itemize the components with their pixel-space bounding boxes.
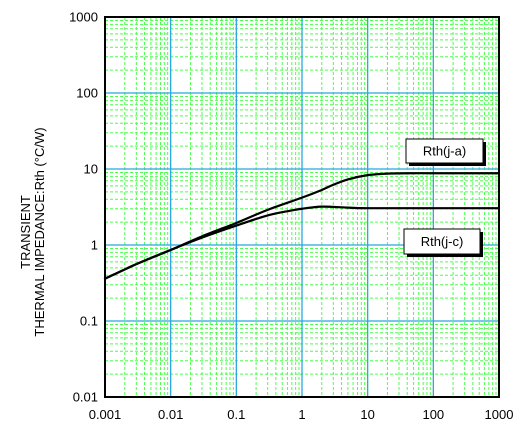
series-line-rth-j-c — [103, 205, 501, 280]
annotation-box — [403, 228, 481, 255]
y-tick-label: 0.1 — [80, 314, 98, 329]
annotation-rth-j-a: Rth(j-a) — [405, 138, 486, 166]
y-tick-label: 1 — [91, 238, 98, 253]
y-tick-label: 1000 — [69, 10, 98, 25]
x-tick-label: 0.001 — [89, 407, 122, 422]
x-tick-label: 100 — [422, 407, 444, 422]
series-layer — [103, 172, 501, 280]
x-tick-label: 0.1 — [227, 407, 245, 422]
annotation-rth-j-c: Rth(j-c) — [403, 228, 483, 257]
annotation-layer: Rth(j-a) Rth(j-c) — [403, 138, 486, 257]
y-tick-label: 0.01 — [73, 390, 98, 405]
y-tick-label: 100 — [76, 86, 98, 101]
annotation-label: Rth(j-a) — [423, 144, 466, 159]
x-tick-label: 1 — [298, 407, 305, 422]
annotation-box — [405, 138, 484, 164]
x-tick-labels: 0.001 0.01 0.1 1 10 100 1000 — [89, 407, 514, 422]
y-axis-label-line-1: TRANSIENT — [18, 195, 33, 269]
x-tick-label: 0.01 — [158, 407, 183, 422]
x-tick-label: 1000 — [485, 407, 514, 422]
y-axis-label: TRANSIENT THERMAL IMPEDANCE:Rth (°C/W) — [18, 127, 47, 336]
y-axis-label-line-2: THERMAL IMPEDANCE:Rth (°C/W) — [32, 127, 47, 336]
plot-frame — [104, 16, 500, 398]
x-tick-label: 10 — [360, 407, 374, 422]
y-tick-labels: 0.01 0.1 1 10 100 1000 — [69, 10, 98, 405]
y-tick-label: 10 — [84, 162, 98, 177]
annotation-label: Rth(j-c) — [421, 234, 464, 249]
